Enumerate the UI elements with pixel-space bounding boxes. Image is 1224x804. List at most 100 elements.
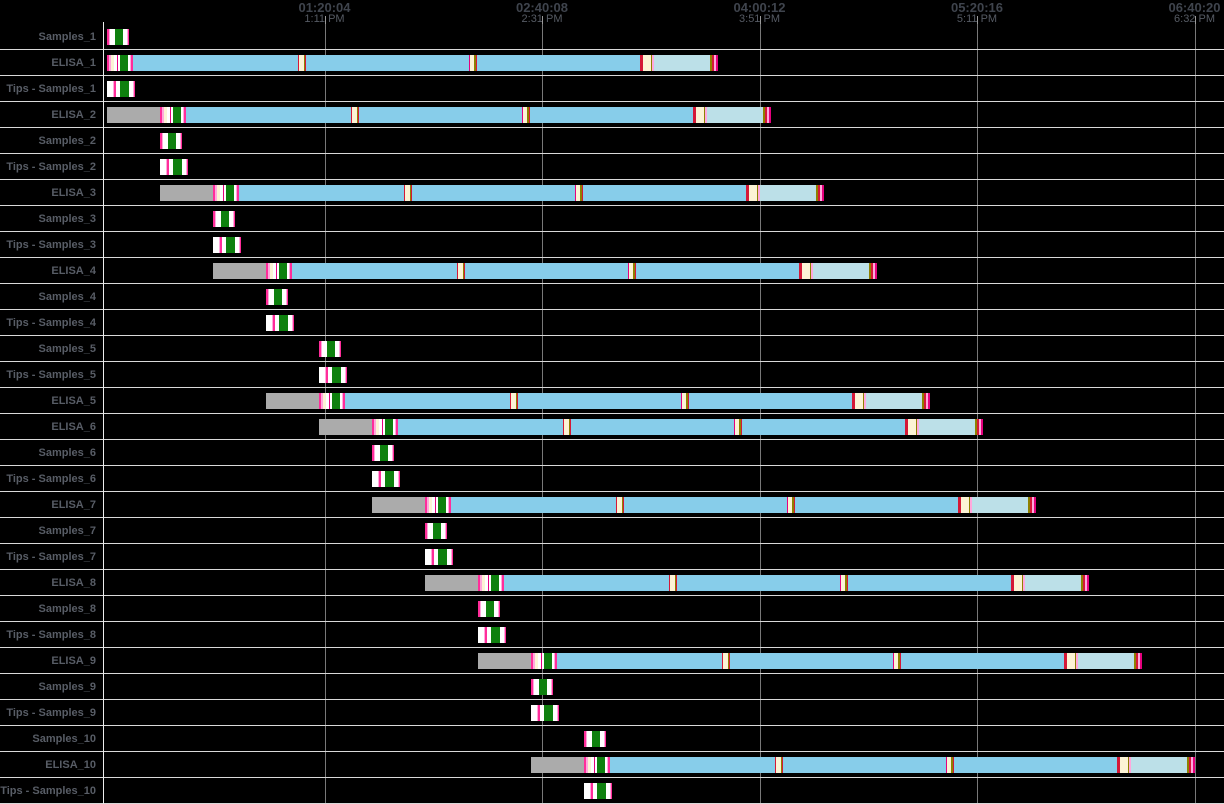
task-cluster-samples[interactable] [160,133,182,149]
task-cluster-wash[interactable] [1064,653,1078,669]
task-cluster-elisaStart[interactable] [319,393,345,409]
task-cluster-mid[interactable] [721,653,730,669]
task-cluster-mid[interactable] [403,185,412,201]
task-cluster-wash[interactable] [852,393,866,409]
task-bar-paleBlue[interactable] [1131,757,1187,773]
task-cluster-tip[interactable] [1134,653,1142,669]
task-cluster-samples[interactable] [266,289,288,305]
task-bar-skyBlue[interactable] [610,757,1117,773]
task-cluster-samples[interactable] [372,445,394,461]
task-cluster-samples[interactable] [213,211,235,227]
task-bar-skyBlue[interactable] [345,393,852,409]
task-bar-gray[interactable] [531,757,584,773]
task-bar-paleBlue[interactable] [760,185,816,201]
task-cluster-wash[interactable] [799,263,813,279]
task-cluster-samples[interactable] [319,341,341,357]
task-bar-gray[interactable] [107,107,160,123]
task-cluster-mid2[interactable] [574,185,583,201]
task-cluster-tips[interactable] [584,783,612,799]
task-cluster-elisaStart[interactable] [531,653,557,669]
task-cluster-tip[interactable] [975,419,983,435]
task-bar-gray[interactable] [213,263,266,279]
task-cluster-mid2[interactable] [839,575,848,591]
task-cluster-mid[interactable] [562,419,571,435]
task-bar-skyBlue[interactable] [186,107,693,123]
task-cluster-mid2[interactable] [521,107,530,123]
task-cluster-elisaStart[interactable] [584,757,610,773]
task-cluster-tips[interactable] [425,549,453,565]
task-cluster-wash[interactable] [905,419,919,435]
task-cluster-mid2[interactable] [945,757,954,773]
task-cluster-mid[interactable] [774,757,783,773]
task-cluster-mid[interactable] [615,497,624,513]
task-bar-skyBlue[interactable] [398,419,905,435]
task-cluster-mid[interactable] [456,263,465,279]
task-bar-gray[interactable] [266,393,319,409]
task-bar-skyBlue[interactable] [504,575,1011,591]
task-cluster-samples[interactable] [584,731,606,747]
task-cluster-wash[interactable] [958,497,972,513]
task-bar-gray[interactable] [160,185,213,201]
task-bar-gray[interactable] [319,419,372,435]
task-bar-paleBlue[interactable] [919,419,975,435]
task-bar-paleBlue[interactable] [972,497,1028,513]
task-cluster-samples[interactable] [425,523,447,539]
task-cluster-mid[interactable] [297,55,306,71]
task-cluster-elisaStart[interactable] [107,55,133,71]
task-cluster-tip[interactable] [1187,757,1195,773]
task-cluster-samples[interactable] [478,601,500,617]
task-cluster-tips[interactable] [266,315,294,331]
task-cluster-wash[interactable] [1011,575,1025,591]
task-cluster-mid2[interactable] [892,653,901,669]
task-cluster-mid[interactable] [668,575,677,591]
task-cluster-tip[interactable] [816,185,824,201]
task-cluster-elisaStart[interactable] [266,263,292,279]
task-cluster-tips[interactable] [319,367,347,383]
task-bar-gray[interactable] [478,653,531,669]
task-cluster-wash[interactable] [746,185,760,201]
task-cluster-mid[interactable] [350,107,359,123]
task-cluster-elisaStart[interactable] [160,107,186,123]
task-cluster-tip[interactable] [869,263,877,279]
task-bar-skyBlue[interactable] [239,185,746,201]
task-bar-skyBlue[interactable] [557,653,1064,669]
task-cluster-samples[interactable] [107,29,129,45]
task-bar-gray[interactable] [372,497,425,513]
task-bar-paleBlue[interactable] [1025,575,1081,591]
task-cluster-tip[interactable] [763,107,771,123]
stripe-green [119,55,128,71]
task-cluster-wash[interactable] [1117,757,1131,773]
task-cluster-tip[interactable] [922,393,930,409]
task-bar-paleBlue[interactable] [707,107,763,123]
task-cluster-wash[interactable] [693,107,707,123]
task-cluster-elisaStart[interactable] [372,419,398,435]
task-cluster-mid2[interactable] [733,419,742,435]
task-bar-paleBlue[interactable] [654,55,710,71]
task-cluster-tips[interactable] [213,237,241,253]
task-bar-gray[interactable] [425,575,478,591]
task-cluster-samples[interactable] [531,679,553,695]
task-cluster-mid[interactable] [509,393,518,409]
task-cluster-tips[interactable] [478,627,506,643]
task-cluster-elisaStart[interactable] [478,575,504,591]
task-cluster-tips[interactable] [160,159,188,175]
task-bar-skyBlue[interactable] [292,263,799,279]
task-cluster-mid2[interactable] [786,497,795,513]
task-cluster-elisaStart[interactable] [213,185,239,201]
task-bar-skyBlue[interactable] [451,497,958,513]
task-cluster-elisaStart[interactable] [425,497,451,513]
task-cluster-tips[interactable] [531,705,559,721]
task-bar-paleBlue[interactable] [813,263,869,279]
task-cluster-tip[interactable] [710,55,718,71]
task-bar-paleBlue[interactable] [1078,653,1134,669]
task-cluster-tip[interactable] [1081,575,1089,591]
task-cluster-mid2[interactable] [627,263,636,279]
task-cluster-mid2[interactable] [680,393,689,409]
task-cluster-mid2[interactable] [468,55,477,71]
task-bar-skyBlue[interactable] [133,55,640,71]
task-cluster-tip[interactable] [1028,497,1036,513]
task-cluster-tips[interactable] [372,471,400,487]
task-bar-paleBlue[interactable] [866,393,922,409]
task-cluster-wash[interactable] [640,55,654,71]
task-cluster-tips[interactable] [107,81,135,97]
